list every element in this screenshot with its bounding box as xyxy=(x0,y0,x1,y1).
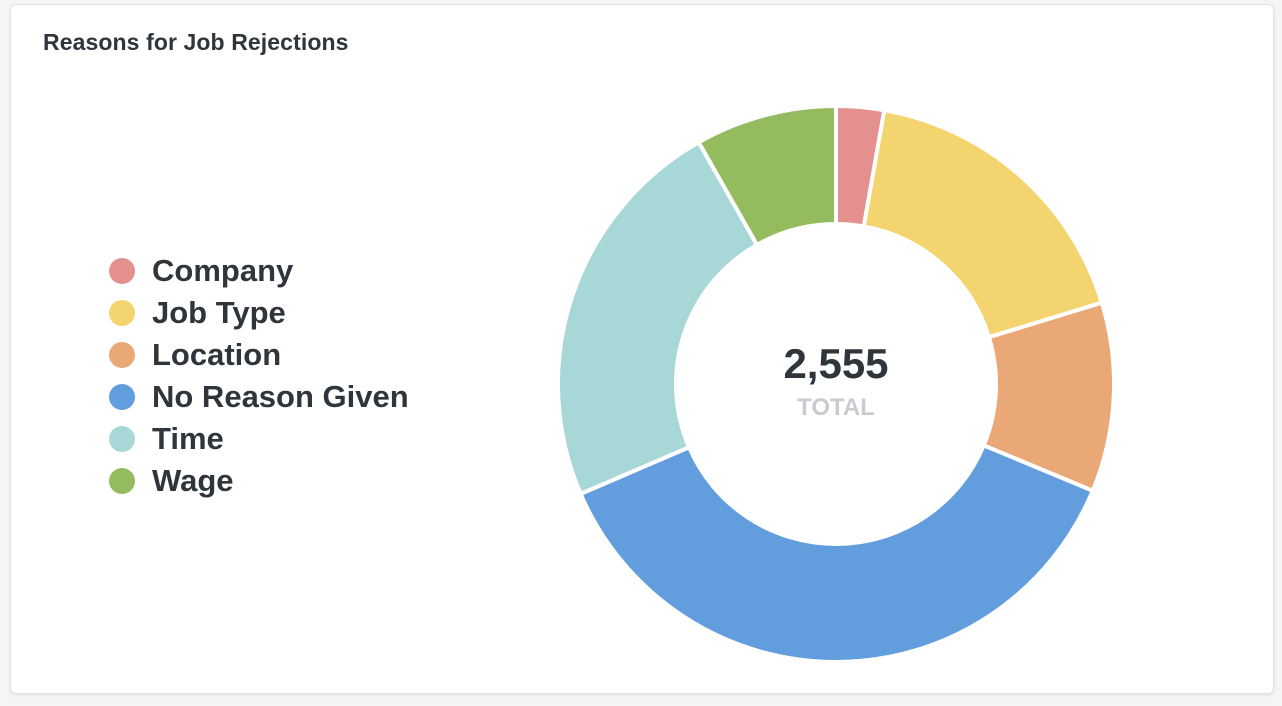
chart-legend: Company Job Type Location No Reason Given Ti… xyxy=(109,250,409,502)
slice-job-type[interactable] xyxy=(861,108,1104,340)
legend-item-company[interactable]: Company xyxy=(109,250,409,292)
legend-swatch xyxy=(109,300,135,326)
chart-card: Reasons for Job Rejections Company Job Ty… xyxy=(10,4,1274,694)
donut-chart: 2,555 TOTAL xyxy=(556,104,1116,664)
chart-title: Reasons for Job Rejections xyxy=(43,29,349,55)
legend-label: Location xyxy=(152,337,282,372)
legend-swatch xyxy=(109,258,135,284)
legend-swatch xyxy=(109,384,135,410)
legend-item-job-type[interactable]: Job Type xyxy=(109,292,409,334)
total-value: 2,555 xyxy=(783,340,888,387)
legend-swatch xyxy=(109,426,135,452)
legend-item-wage[interactable]: Wage xyxy=(109,460,409,502)
slice-no-reason-given[interactable] xyxy=(578,443,1095,664)
legend-item-location[interactable]: Location xyxy=(109,334,409,376)
legend-label: Time xyxy=(152,421,224,456)
legend-item-time[interactable]: Time xyxy=(109,418,409,460)
legend-label: Company xyxy=(152,253,294,288)
legend-swatch xyxy=(109,468,135,494)
legend-label: Wage xyxy=(152,463,234,498)
legend-item-no-reason-given[interactable]: No Reason Given xyxy=(109,376,409,418)
legend-label: Job Type xyxy=(152,295,286,330)
total-label: TOTAL xyxy=(797,394,875,421)
slice-wage[interactable] xyxy=(696,104,838,247)
legend-label: No Reason Given xyxy=(152,379,409,414)
slice-time[interactable] xyxy=(556,140,759,496)
legend-swatch xyxy=(109,342,135,368)
